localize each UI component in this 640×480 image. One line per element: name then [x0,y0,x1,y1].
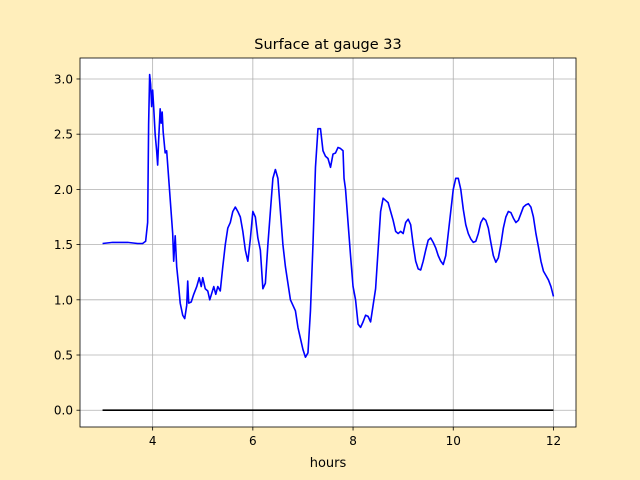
y-tick-label: 1.0 [54,293,73,307]
y-axis-ticks: 0.0 0.5 1.0 1.5 2.0 2.5 3.0 [54,72,80,418]
x-tick-label: 4 [149,434,157,448]
y-tick-label: 1.5 [54,238,73,252]
y-tick-label: 0.0 [54,404,73,418]
x-axis-ticks: 4 6 8 10 12 [149,427,561,448]
y-tick-label: 2.5 [54,128,73,142]
y-tick-label: 3.0 [54,72,73,86]
y-tick-label: 0.5 [54,349,73,363]
chart-title: Surface at gauge 33 [254,37,402,53]
series-group [102,73,555,412]
x-tick-label: 10 [446,434,461,448]
surface-series-line [102,73,555,359]
x-axis-label: hours [310,456,347,471]
y-tick-label: 2.0 [54,183,73,197]
x-tick-label: 6 [249,434,257,448]
x-tick-label: 8 [349,434,357,448]
x-tick-label: 12 [546,434,561,448]
plot-frame [79,57,577,428]
